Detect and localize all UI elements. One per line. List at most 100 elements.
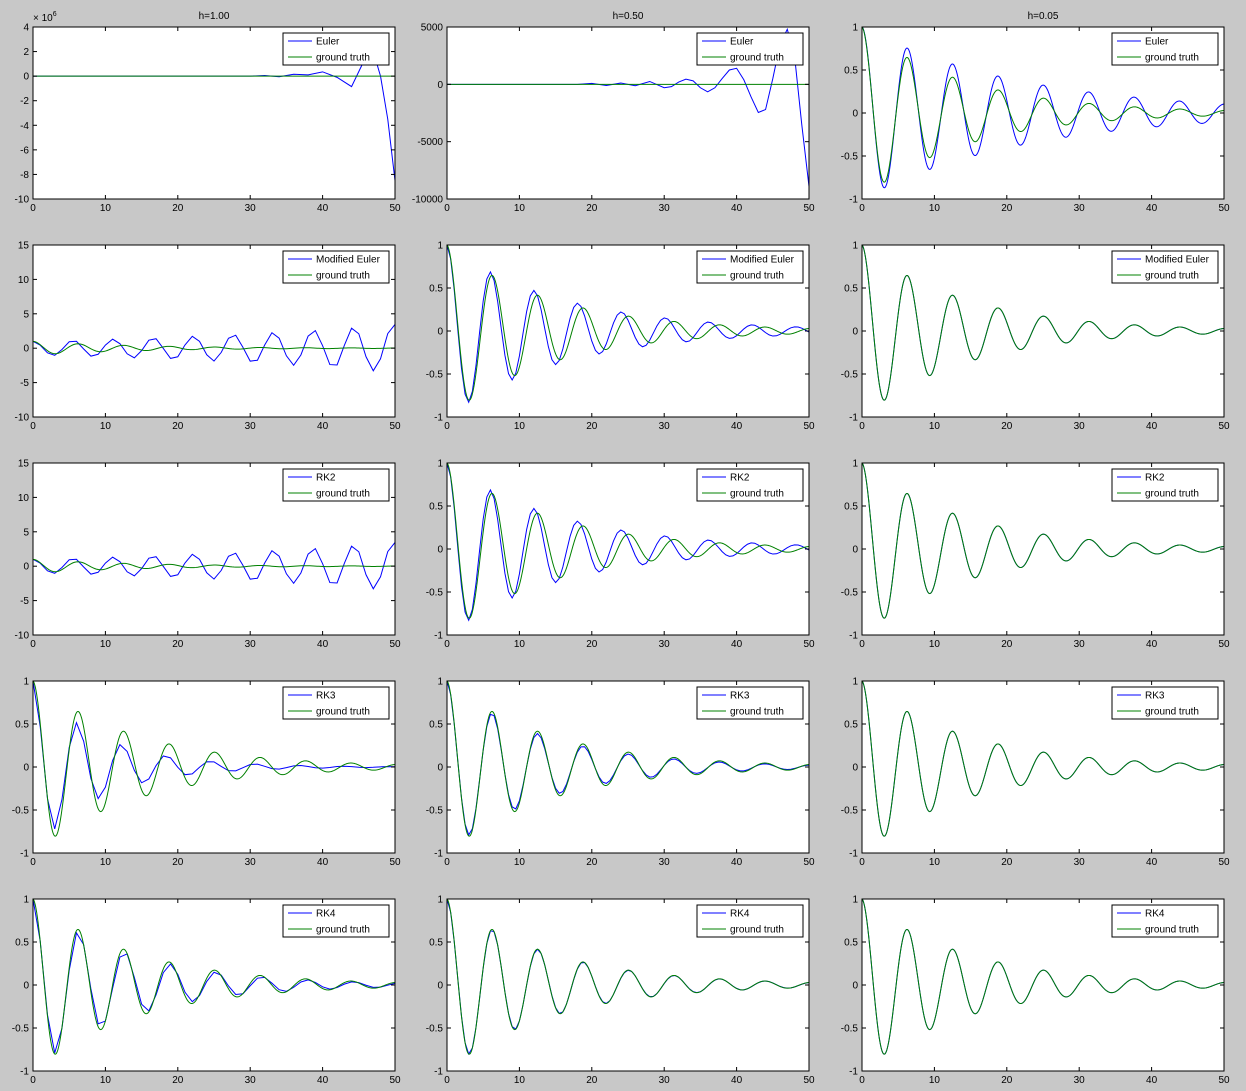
x-tick-label: 20	[1001, 857, 1013, 868]
x-tick-label: 10	[100, 421, 112, 432]
y-tick-label: -10	[15, 413, 30, 424]
legend: RK4 ground truth	[283, 905, 389, 937]
x-tick-label: 20	[172, 421, 184, 432]
x-tick-label: 30	[659, 857, 671, 868]
x-tick-label: 10	[514, 421, 526, 432]
x-tick-label: 10	[929, 857, 941, 868]
y-tick-label: -1	[434, 631, 443, 642]
x-tick-label: 10	[100, 639, 112, 650]
legend-label: ground truth	[730, 707, 784, 718]
y-tick-label: 1	[852, 23, 858, 34]
x-tick-label: 20	[586, 1075, 598, 1086]
y-tick-label: -5	[20, 596, 29, 607]
legend-label: ground truth	[1145, 925, 1199, 936]
y-tick-label: -1	[849, 1067, 858, 1078]
y-tick-label: 0	[23, 562, 29, 573]
legend: Modified Euler ground truth	[1112, 251, 1218, 283]
legend-label: RK3	[316, 691, 336, 702]
x-tick-label: 20	[586, 857, 598, 868]
x-tick-label: 50	[389, 639, 401, 650]
x-tick-label: 30	[245, 1075, 257, 1086]
legend-label: ground truth	[730, 53, 784, 64]
y-tick-label: -1	[20, 849, 29, 860]
y-tick-label: 0	[852, 981, 858, 992]
x-tick-label: 10	[514, 1075, 526, 1086]
y-tick-label: -1	[434, 413, 443, 424]
x-tick-label: 0	[30, 639, 36, 650]
subplot-15: 0 10 20 30 40 50-1-0.500.51RK4ground truth	[841, 895, 1230, 1087]
x-tick-label: 30	[1074, 421, 1086, 432]
x-tick-label: 30	[1074, 857, 1086, 868]
x-tick-label: 0	[859, 639, 865, 650]
y-tick-label: -0.5	[841, 1024, 859, 1035]
y-tick-label: 0	[852, 327, 858, 338]
y-tick-label: 1	[23, 677, 29, 688]
x-tick-label: 30	[245, 421, 257, 432]
y-tick-label: 0	[23, 763, 29, 774]
x-tick-label: 50	[389, 857, 401, 868]
y-tick-label: 0	[437, 981, 443, 992]
y-tick-label: -0.5	[426, 806, 444, 817]
subplot-7: 0 10 20 30 40 50-10-5051015RK2ground truth	[15, 459, 401, 651]
legend: RK3 ground truth	[1112, 687, 1218, 719]
x-tick-label: 50	[1218, 639, 1230, 650]
legend-label: ground truth	[730, 271, 784, 282]
x-tick-label: 50	[1218, 857, 1230, 868]
y-tick-label: -1	[849, 631, 858, 642]
legend-label: ground truth	[316, 271, 370, 282]
x-tick-label: 40	[317, 1075, 329, 1086]
y-tick-label: 10	[18, 275, 30, 286]
x-tick-label: 30	[659, 639, 671, 650]
x-tick-label: 20	[172, 203, 184, 214]
x-tick-label: 40	[317, 639, 329, 650]
y-tick-label: -1	[20, 1067, 29, 1078]
x-tick-label: 0	[859, 1075, 865, 1086]
x-tick-label: 20	[172, 1075, 184, 1086]
y-tick-label: 15	[18, 241, 30, 252]
legend: Euler ground truth	[283, 33, 389, 65]
legend: RK2ground truth	[697, 469, 803, 501]
subplot-title: h=0.05	[1028, 11, 1059, 22]
x-tick-label: 0	[444, 639, 450, 650]
legend: Euler ground truth	[1112, 33, 1218, 65]
subplot-12: 0 10 20 30 40 50-1-0.500.51RK3ground truth	[841, 677, 1230, 869]
x-tick-label: 0	[444, 203, 450, 214]
y-tick-label: -0.5	[841, 588, 859, 599]
legend-label: RK4	[730, 909, 750, 920]
legend: Modified Euler ground truth	[697, 251, 803, 283]
subplot-9: 0 10 20 30 40 50-1-0.500.51RK2ground truth	[841, 459, 1230, 651]
x-tick-label: 0	[444, 857, 450, 868]
x-tick-label: 50	[389, 1075, 401, 1086]
y-tick-label: 0.5	[15, 720, 29, 731]
subplot-6: 0 10 20 30 40 50 -1 -0.5 0 0.5 1 Modified Euler grou…	[841, 241, 1230, 433]
y-tick-label: 0.5	[844, 720, 858, 731]
subplot-title: h=1.00	[199, 11, 230, 22]
legend-label: Modified Euler	[730, 255, 795, 266]
x-tick-label: 40	[317, 857, 329, 868]
x-tick-label: 10	[514, 857, 526, 868]
y-tick-label: -10	[15, 195, 30, 206]
y-tick-label: -0.5	[841, 806, 859, 817]
y-tick-label: 0	[852, 545, 858, 556]
legend-label: ground truth	[1145, 271, 1199, 282]
legend-label: ground truth	[1145, 707, 1199, 718]
x-tick-label: 10	[100, 1075, 112, 1086]
y-tick-label: 1	[23, 895, 29, 906]
x-tick-label: 50	[803, 1075, 815, 1086]
x-tick-label: 40	[1146, 639, 1158, 650]
y-tick-label: 0	[437, 80, 443, 91]
x-tick-label: 10	[100, 203, 112, 214]
x-tick-label: 40	[317, 203, 329, 214]
y-tick-label: 0	[437, 763, 443, 774]
x-tick-label: 10	[929, 639, 941, 650]
x-tick-label: 40	[1146, 857, 1158, 868]
y-tick-label: 0	[852, 763, 858, 774]
legend-label: ground truth	[730, 489, 784, 500]
y-tick-label: 0.5	[844, 938, 858, 949]
y-tick-label: 0.5	[429, 938, 443, 949]
legend-label: ground truth	[316, 53, 370, 64]
x-tick-label: 0	[30, 1075, 36, 1086]
legend-label: ground truth	[316, 925, 370, 936]
legend-label: RK3	[730, 691, 750, 702]
y-tick-label: -2	[20, 96, 29, 107]
